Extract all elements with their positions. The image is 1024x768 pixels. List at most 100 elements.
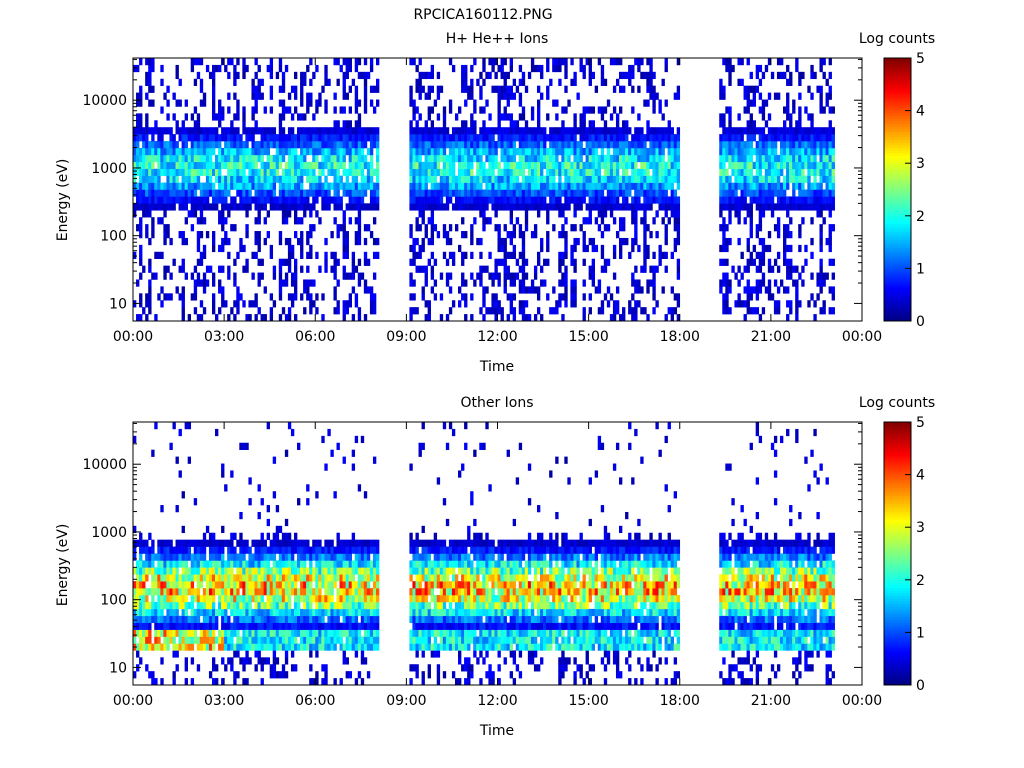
spectrogram-cell — [409, 314, 413, 322]
spectrogram-cell — [221, 470, 225, 478]
spectrogram-cell — [272, 168, 277, 176]
spectrogram-cell — [558, 189, 562, 197]
spectrogram-cell — [670, 189, 674, 197]
spectrogram-cell — [427, 141, 431, 149]
spectrogram-cell — [154, 272, 158, 280]
spectrogram-cell — [211, 574, 216, 582]
spectrogram-cell — [245, 182, 249, 190]
spectrogram-cell — [260, 161, 264, 170]
spectrogram-cell — [549, 182, 553, 190]
spectrogram-cell — [199, 58, 204, 66]
spectrogram-cell — [622, 196, 626, 204]
spectrogram-cell — [652, 196, 656, 204]
spectrogram-cell — [600, 182, 605, 190]
spectrogram-cell — [187, 182, 192, 190]
spectrogram-cell — [145, 120, 149, 128]
spectrogram-cell — [612, 307, 617, 315]
spectrogram-cell — [254, 615, 258, 624]
spectrogram-cell — [585, 182, 589, 190]
spectrogram-cell — [151, 539, 155, 547]
spectrogram-cell — [148, 553, 152, 561]
spectrogram-cell — [491, 85, 495, 93]
spectrogram-cell — [376, 189, 380, 197]
spectrogram-cell — [540, 168, 544, 176]
spectrogram-cell — [536, 251, 541, 260]
spectrogram-cell — [764, 168, 769, 176]
spectrogram-cell — [546, 175, 550, 183]
spectrogram-cell — [740, 203, 744, 211]
spectrogram-cell — [798, 71, 802, 80]
spectrogram-cell — [558, 78, 562, 86]
spectrogram-cell — [363, 134, 368, 142]
spectrogram-cell — [558, 251, 562, 260]
spectrogram-cell — [166, 567, 170, 575]
spectrogram-cell — [436, 147, 441, 156]
spectrogram-cell — [139, 92, 143, 100]
spectrogram-cell — [816, 210, 820, 218]
spectrogram-cell — [518, 203, 523, 211]
spectrogram-cell — [369, 231, 374, 239]
spectrogram-cell — [221, 189, 225, 197]
spectrogram-cell — [172, 574, 176, 582]
spectrogram-cell — [260, 574, 264, 582]
spectrogram-cell — [227, 574, 231, 582]
spectrogram-cell — [306, 175, 310, 183]
spectrogram-cell — [142, 141, 146, 149]
spectrogram-cell — [242, 546, 246, 554]
spectrogram-cell — [615, 300, 620, 308]
spectrogram-cell — [166, 601, 170, 610]
spectrogram-cell — [816, 85, 820, 93]
spectrogram-cell — [360, 182, 365, 190]
spectrogram-cell — [345, 147, 349, 156]
spectrogram-cell — [773, 307, 778, 315]
spectrogram-cell — [640, 203, 644, 211]
spectrogram-cell — [412, 99, 416, 107]
colorbar-swatch — [884, 278, 911, 282]
spectrogram-cell — [260, 258, 264, 266]
spectrogram-cell — [561, 279, 565, 287]
spectrogram-cell — [254, 664, 258, 672]
spectrogram-cell — [190, 210, 195, 218]
spectrogram-cell — [339, 161, 343, 170]
spectrogram-cell — [242, 265, 246, 273]
spectrogram-cell — [770, 71, 775, 80]
spectrogram-cell — [606, 99, 611, 107]
spectrogram-cell — [473, 134, 477, 142]
spectrogram-cell — [145, 154, 149, 163]
spectrogram-cell — [634, 307, 638, 315]
spectrogram-cell — [503, 147, 507, 156]
spectrogram-cell — [546, 203, 550, 211]
spectrogram-cell — [454, 141, 459, 149]
spectrogram-cell — [202, 168, 207, 176]
spectrogram-cell — [773, 189, 778, 197]
spectrogram-cell — [430, 237, 435, 246]
spectrogram-cell — [290, 161, 295, 170]
spectrogram-cell — [224, 567, 228, 575]
spectrogram-cell — [151, 608, 155, 617]
spectrogram-cell — [533, 203, 538, 211]
spectrogram-cell — [561, 210, 565, 218]
spectrogram-cell — [500, 258, 504, 266]
spectrogram-cell — [148, 85, 152, 93]
spectrogram-cell — [810, 120, 814, 128]
spectrogram-cell — [728, 217, 732, 225]
spectrogram-cell — [133, 251, 137, 260]
spectrogram-cell — [783, 189, 787, 197]
spectrogram-cell — [330, 231, 334, 239]
spectrogram-cell — [564, 161, 568, 170]
spectrogram-cell — [142, 629, 146, 637]
spectrogram-cell — [509, 120, 513, 128]
spectrogram-cell — [208, 615, 213, 624]
spectrogram-cell — [342, 307, 346, 315]
spectrogram-cell — [810, 147, 814, 156]
spectrogram-cell — [773, 300, 778, 308]
spectrogram-cell — [670, 210, 674, 218]
colorbar-swatch — [884, 192, 911, 196]
spectrogram-cell — [801, 196, 805, 204]
spectrogram-cell — [224, 182, 228, 190]
spectrogram-cell — [227, 210, 231, 218]
spectrogram-cell — [676, 293, 681, 301]
spectrogram-cell — [300, 189, 304, 197]
spectrogram-cell — [221, 210, 225, 218]
spectrogram-cell — [333, 127, 337, 135]
